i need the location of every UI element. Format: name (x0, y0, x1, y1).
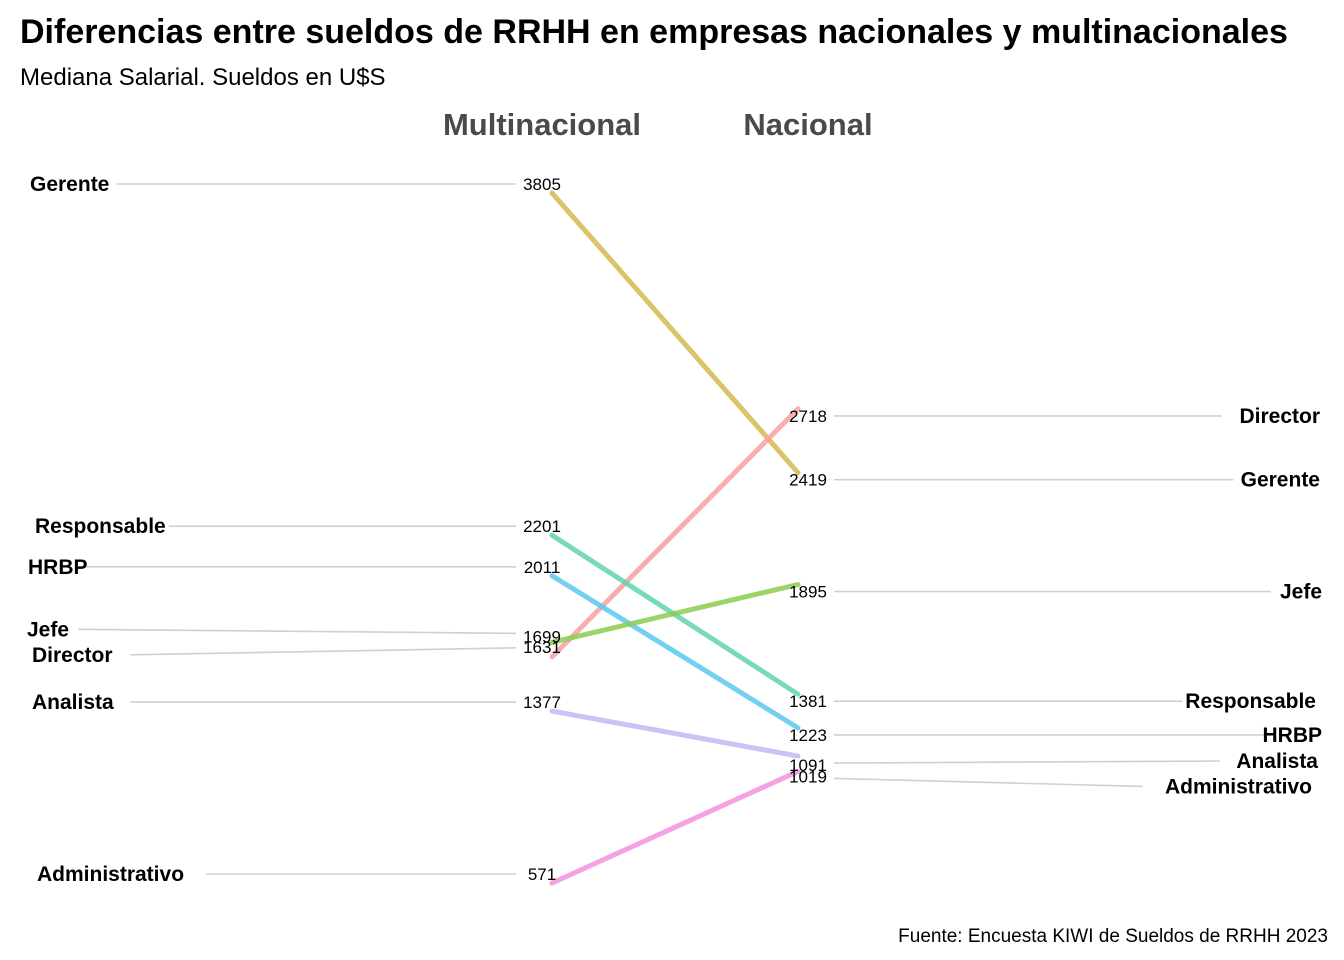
category-label-right-gerente: Gerente (1241, 469, 1320, 492)
value-label-multinacional-jefe: 1699 (523, 627, 561, 646)
leader-line-left-director (130, 647, 517, 656)
slope-line-analista (549, 708, 801, 759)
leader-line-left-jefe (78, 628, 517, 635)
chart-title: Diferencias entre sueldos de RRHH en emp… (20, 13, 1288, 51)
chart-labels: Gerente Gerente 3805 2419 Director Director 16… (27, 173, 1322, 886)
slope-lines (549, 190, 801, 886)
value-label-nacional-hrbp: 1223 (789, 726, 827, 745)
category-label-right-director: Director (1239, 405, 1320, 428)
column-header-nacional: Nacional (743, 107, 872, 142)
leader-line-right-analista (833, 760, 1220, 764)
value-label-multinacional-gerente: 3805 (523, 175, 561, 194)
category-label-left-gerente: Gerente (30, 173, 109, 196)
category-label-left-analista: Analista (32, 691, 114, 714)
category-label-left-hrbp: HRBP (28, 556, 88, 579)
category-label-left-administrativo: Administrativo (37, 863, 184, 886)
value-label-nacional-jefe: 1895 (789, 583, 827, 602)
slope-line-jefe (549, 582, 801, 645)
chart-subtitle: Mediana Salarial. Sueldos en U$S (20, 64, 386, 91)
value-label-multinacional-analista: 1377 (523, 693, 561, 712)
category-label-right-hrbp: HRBP (1262, 724, 1322, 747)
slope-line-gerente (549, 190, 801, 476)
category-label-left-director: Director (32, 644, 113, 667)
category-label-left-responsable: Responsable (35, 515, 166, 538)
column-header-multinacional: Multinacional (443, 107, 641, 142)
leader-lines (78, 183, 1271, 875)
chart-caption: Fuente: Encuesta KIWI de Sueldos de RRHH… (898, 926, 1328, 947)
category-label-right-responsable: Responsable (1185, 690, 1316, 713)
category-label-right-jefe: Jefe (1280, 581, 1322, 604)
value-label-nacional-gerente: 2419 (789, 471, 827, 490)
value-label-nacional-administrativo: 1019 (789, 767, 827, 786)
value-label-multinacional-hrbp: 2011 (524, 558, 561, 577)
category-label-right-analista: Analista (1236, 750, 1318, 773)
leader-line-right-administrativo (833, 777, 1143, 788)
value-label-multinacional-responsable: 2201 (523, 517, 561, 536)
value-label-multinacional-director: 1631 (523, 638, 561, 657)
value-label-nacional-director: 2718 (789, 407, 827, 426)
value-label-multinacional-administrativo: 571 (528, 865, 556, 884)
value-label-nacional-responsable: 1381 (789, 692, 827, 711)
slope-line-director (549, 406, 801, 660)
category-label-right-administrativo: Administrativo (1165, 775, 1312, 798)
slope-line-administrativo (549, 768, 801, 886)
value-label-nacional-analista: 1091 (789, 756, 827, 775)
category-label-left-jefe: Jefe (27, 618, 69, 641)
slope-line-hrbp (549, 573, 801, 731)
